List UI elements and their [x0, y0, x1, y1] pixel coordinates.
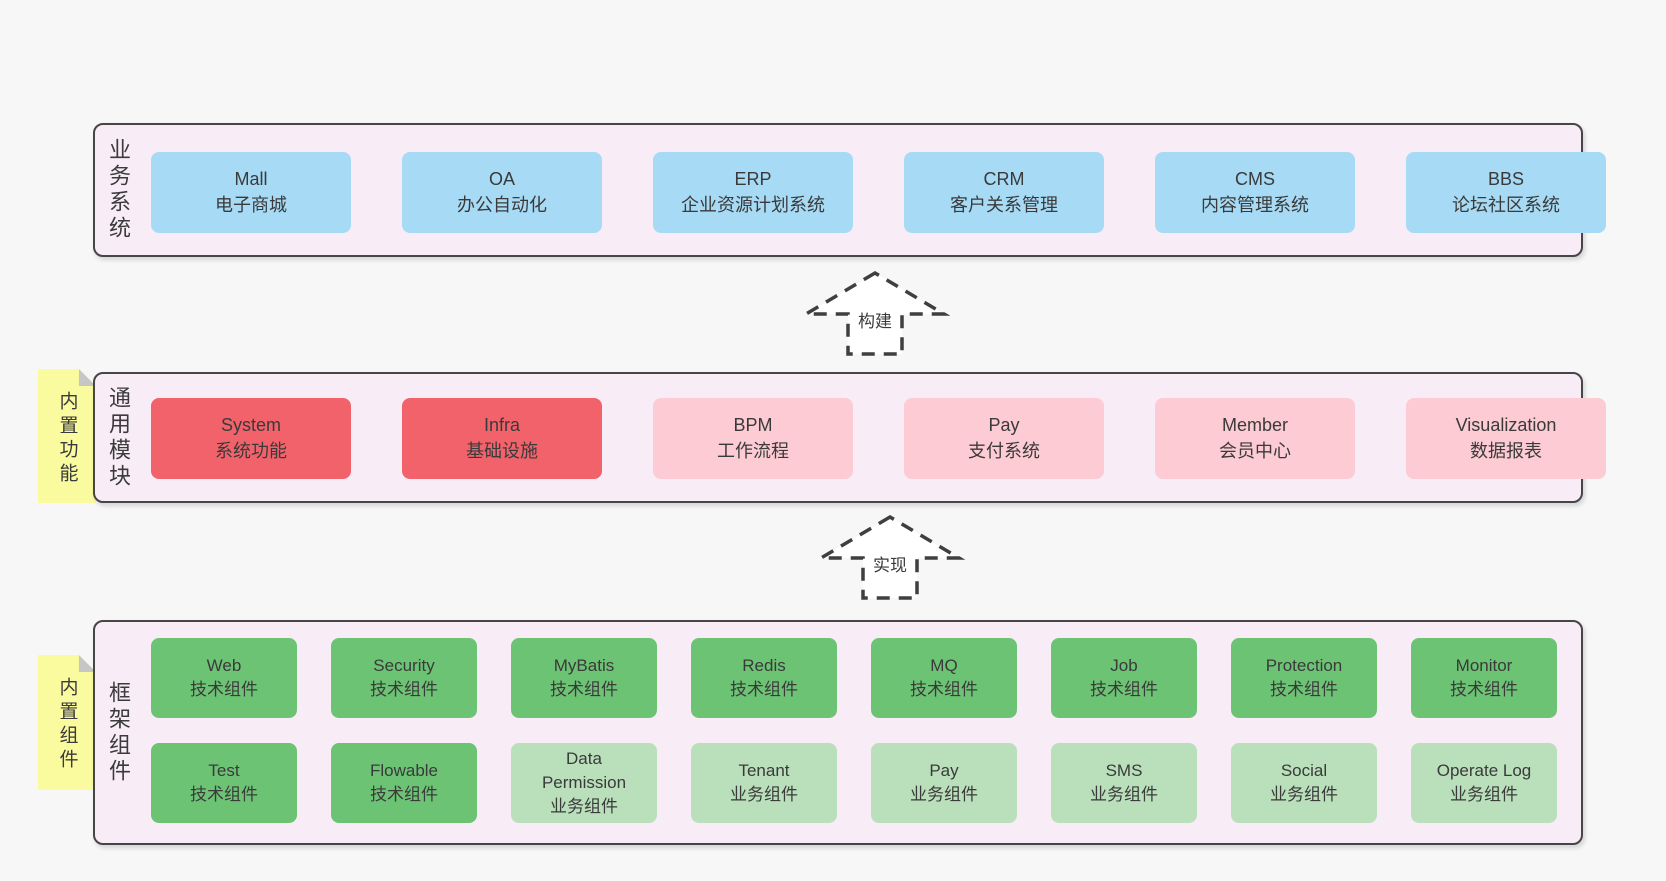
box-flowable: Flowable 技术组件: [331, 743, 477, 823]
box-cms: CMS 内容管理系统: [1155, 152, 1355, 233]
panel-business-systems: 业务系统 Mall 电子商城 OA 办公自动化 ERP 企业资源计划系统 CRM…: [93, 123, 1606, 257]
panel-business-label: 业务系统: [106, 138, 131, 242]
box-test: Test 技术组件: [151, 743, 297, 823]
box-oa: OA 办公自动化: [402, 152, 602, 233]
modules-box-row: System 系统功能 Infra 基础设施 BPM 工作流程 Pay 支付系统…: [151, 398, 1606, 479]
box-mybatis: MyBatis 技术组件: [511, 638, 657, 718]
box-operate-log: Operate Log 业务组件: [1411, 743, 1557, 823]
box-protection: Protection 技术组件: [1231, 638, 1377, 718]
box-redis: Redis 技术组件: [691, 638, 837, 718]
box-infra: Infra 基础设施: [402, 398, 602, 479]
box-crm: CRM 客户关系管理: [904, 152, 1104, 233]
arrow-implement: 实现: [815, 514, 965, 602]
sticky-built-in-features: 内置功能: [38, 369, 96, 503]
panel-modules-label: 通用模块: [106, 385, 131, 490]
box-pay: Pay 支付系统: [904, 398, 1104, 479]
box-bpm: BPM 工作流程: [653, 398, 853, 479]
arrow-build: 构建: [800, 270, 950, 358]
box-member: Member 会员中心: [1155, 398, 1355, 479]
box-erp: ERP 企业资源计划系统: [653, 152, 853, 233]
sticky-built-in-components: 内置组件: [38, 655, 96, 790]
box-mall: Mall 电子商城: [151, 152, 351, 233]
box-social: Social 业务组件: [1231, 743, 1377, 823]
arrow-build-label: 构建: [855, 306, 895, 333]
box-tenant: Tenant 业务组件: [691, 743, 837, 823]
box-mq: MQ 技术组件: [871, 638, 1017, 718]
sticky-built-in-features-label: 内置功能: [56, 390, 78, 487]
box-monitor: Monitor 技术组件: [1411, 638, 1557, 718]
panel-components-label: 框架组件: [106, 680, 131, 785]
box-system: System 系统功能: [151, 398, 351, 479]
business-box-row: Mall 电子商城 OA 办公自动化 ERP 企业资源计划系统 CRM 客户关系…: [151, 152, 1606, 233]
components-box-row-1: Web 技术组件 Security 技术组件 MyBatis 技术组件 Redi…: [151, 638, 1557, 718]
box-sms: SMS 业务组件: [1051, 743, 1197, 823]
box-data-permission: Data Permission 业务组件: [511, 743, 657, 823]
box-security: Security 技术组件: [331, 638, 477, 718]
components-box-row-2: Test 技术组件 Flowable 技术组件 Data Permission …: [151, 743, 1557, 823]
box-web: Web 技术组件: [151, 638, 297, 718]
panel-common-modules: 通用模块 System 系统功能 Infra 基础设施 BPM 工作流程 Pay…: [93, 372, 1606, 503]
box-visualization: Visualization 数据报表: [1406, 398, 1606, 479]
panel-framework-components: 框架组件 Web 技术组件 Security 技术组件 MyBatis 技术组件…: [93, 620, 1583, 845]
box-pay-biz: Pay 业务组件: [871, 743, 1017, 823]
box-job: Job 技术组件: [1051, 638, 1197, 718]
box-bbs: BBS 论坛社区系统: [1406, 152, 1606, 233]
sticky-built-in-components-label: 内置组件: [56, 677, 78, 774]
arrow-implement-label: 实现: [870, 550, 910, 577]
